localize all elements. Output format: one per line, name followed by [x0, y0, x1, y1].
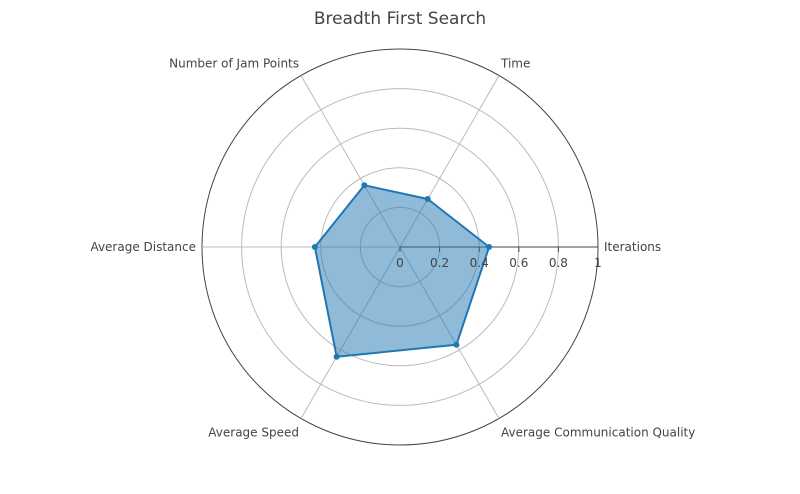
series-area	[313, 184, 491, 358]
data-point-4	[333, 353, 340, 360]
radial-tick-label: 0.8	[549, 256, 568, 270]
radar-data	[311, 182, 493, 360]
radial-tick-label: 0.6	[509, 256, 528, 270]
category-label-1: Time	[500, 57, 530, 71]
radial-tick-label: 0.2	[430, 256, 449, 270]
category-label-2: Number of Jam Points	[169, 57, 299, 71]
data-point-3	[311, 244, 318, 250]
data-point-2	[361, 182, 368, 189]
chart-title: Breadth First Search	[314, 9, 486, 29]
data-point-0	[486, 244, 493, 250]
data-point-1	[424, 195, 431, 202]
category-label-5: Average Communication Quality	[501, 425, 695, 439]
data-point-5	[453, 341, 460, 348]
category-label-3: Average Distance	[90, 240, 196, 254]
category-label-4: Average Speed	[208, 425, 299, 439]
radial-tick-label: 0.4	[470, 256, 489, 270]
radial-tick-label: 0	[396, 256, 404, 270]
radial-tick-label: 1	[594, 256, 602, 270]
category-label-0: Iterations	[604, 240, 661, 254]
